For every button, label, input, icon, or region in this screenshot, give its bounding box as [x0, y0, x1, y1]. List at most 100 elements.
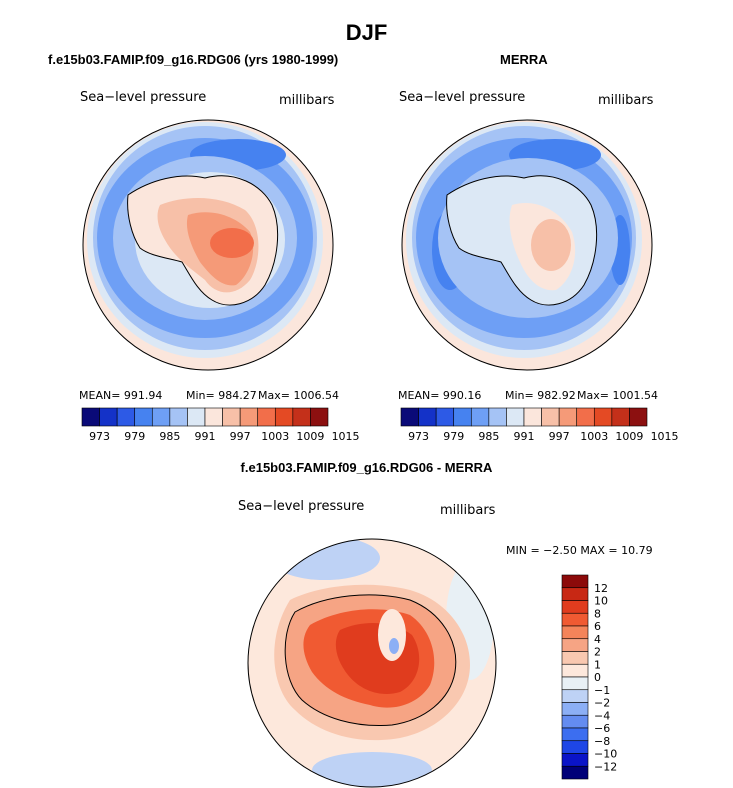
diff-colorbar-swatch	[561, 638, 589, 652]
diff-contours	[248, 539, 496, 787]
model-colorbar-swatch	[81, 407, 100, 427]
obs-colorbar-swatch	[629, 407, 648, 427]
diff-colorbar-swatch	[561, 676, 589, 691]
diff-center-low	[378, 609, 406, 661]
diff-colorbar-swatch	[561, 612, 589, 627]
diff-colorbar-swatch	[561, 600, 589, 614]
model-colorbar-swatch	[134, 407, 153, 427]
diff-colorbar-swatch	[561, 651, 589, 665]
diff-variable-label: Sea−level pressure	[238, 499, 365, 514]
model-colorbar-swatch	[204, 407, 223, 427]
model-colorbar-swatch	[169, 407, 188, 427]
obs-colorbar-tick-label: 985	[478, 430, 499, 443]
model-colorbar-tick-label: 973	[89, 430, 110, 443]
diff-colorbar-swatch	[561, 727, 589, 742]
diff-colorbar-tick-label: 12	[594, 582, 608, 595]
diff-colorbar-tick-label: −8	[594, 735, 610, 748]
diff-colorbar-swatch	[561, 574, 589, 589]
diff-colorbar-tick-label: 8	[594, 607, 601, 620]
obs-contours	[402, 120, 652, 370]
diff-colorbar-swatch	[561, 663, 589, 678]
model-colorbar-swatch	[239, 407, 259, 427]
obs-colorbar-tick-label: 979	[443, 430, 464, 443]
model-colorbar-swatch	[257, 407, 276, 427]
model-colorbar-tick-label: 979	[124, 430, 145, 443]
diff-minmax-label: MIN = −2.50 MAX = 10.79	[506, 544, 653, 557]
obs-min-label: Min= 982.92	[505, 389, 576, 402]
model-panel-title: f.e15b03.FAMIP.f09_g16.RDG06 (yrs 1980-1…	[48, 52, 339, 67]
model-colorbar-swatch	[310, 407, 329, 427]
diff-colorbar-tick-label: 6	[594, 620, 601, 633]
model-colorbar-swatch	[151, 407, 171, 427]
obs-colorbar-swatch	[523, 407, 542, 427]
obs-colorbar-swatch	[470, 407, 490, 427]
obs-colorbar-swatch	[400, 407, 419, 427]
diff-colorbar-swatch	[561, 587, 589, 601]
model-colorbar-tick-label: 1015	[332, 430, 360, 443]
model-variable-label: Sea−level pressure	[80, 90, 207, 105]
model-colorbar-swatch	[116, 407, 136, 427]
diff-colorbar-tick-label: −4	[594, 709, 610, 722]
obs-colorbar-tick-label: 997	[549, 430, 570, 443]
diff-colorbar-tick-label: −10	[594, 748, 617, 761]
diff-colorbar-tick-label: −1	[594, 684, 610, 697]
diff-colorbar-tick-label: −6	[594, 722, 610, 735]
obs-colorbar-tick-label: 1015	[651, 430, 679, 443]
obs-colorbar-swatch	[506, 407, 525, 427]
model-high-3	[210, 228, 254, 258]
model-colorbar-swatch	[292, 407, 311, 427]
obs-colorbar-tick-label: 973	[408, 430, 429, 443]
model-colorbar-tick-label: 1003	[261, 430, 289, 443]
diff-colorbar-swatch	[561, 702, 589, 716]
diff-colorbar-swatch	[561, 765, 589, 780]
obs-colorbar-swatch	[453, 407, 472, 427]
obs-high-2	[531, 219, 571, 271]
diff-colorbar-swatch	[561, 740, 589, 754]
model-mean-label: MEAN= 991.94	[79, 389, 163, 402]
model-colorbar-swatch	[222, 407, 241, 427]
diff-neg-region-2	[312, 752, 432, 787]
diff-units-label: millibars	[440, 503, 496, 518]
obs-panel-title: MERRA	[500, 52, 548, 67]
model-max-label: Max= 1006.54	[258, 389, 339, 402]
model-min-label: Min= 984.27	[186, 389, 257, 402]
diff-colorbar-tick-label: 2	[594, 646, 601, 659]
diff-colorbar-tick-label: 10	[594, 595, 608, 608]
model-colorbar-swatch	[187, 407, 206, 427]
model-colorbar-tick-label: 991	[195, 430, 216, 443]
diff-map-border	[247, 538, 497, 788]
obs-colorbar-swatch	[611, 407, 630, 427]
obs-units-label: millibars	[598, 93, 654, 108]
obs-map-border	[401, 119, 653, 371]
obs-colorbar-tick-label: 1003	[580, 430, 608, 443]
obs-colorbar-swatch	[593, 407, 613, 427]
obs-colorbar-swatch	[435, 407, 455, 427]
diff-center-min	[389, 638, 399, 654]
diff-colorbar-swatch	[561, 689, 589, 703]
obs-mean-label: MEAN= 990.16	[398, 389, 482, 402]
obs-colorbar-tick-label: 1009	[615, 430, 643, 443]
obs-variable-label: Sea−level pressure	[399, 90, 526, 105]
model-colorbar-tick-label: 1009	[296, 430, 324, 443]
figure-title: DJF	[345, 20, 388, 45]
diff-panel-title: f.e15b03.FAMIP.f09_g16.RDG06 - MERRA	[240, 460, 493, 475]
obs-colorbar-swatch	[558, 407, 578, 427]
obs-colorbar-swatch	[576, 407, 595, 427]
diff-colorbar-swatch	[561, 753, 589, 767]
diff-colorbar-swatch	[561, 625, 589, 640]
diff-colorbar-tick-label: 0	[594, 671, 601, 684]
diff-colorbar-tick-label: 1	[594, 658, 601, 671]
obs-colorbar-tick-label: 991	[514, 430, 535, 443]
model-colorbar-tick-label: 997	[230, 430, 251, 443]
model-map-border	[82, 119, 334, 371]
diff-colorbar-tick-label: −2	[594, 697, 610, 710]
obs-max-label: Max= 1001.54	[577, 389, 658, 402]
model-contours	[83, 120, 333, 370]
diff-colorbar-swatch	[561, 714, 589, 729]
obs-colorbar: 973 979 985 991 997 1003 1009 1015	[400, 407, 679, 443]
model-colorbar-swatch	[274, 407, 294, 427]
diff-colorbar-tick-label: 4	[594, 633, 601, 646]
model-colorbar-tick-label: 985	[159, 430, 180, 443]
